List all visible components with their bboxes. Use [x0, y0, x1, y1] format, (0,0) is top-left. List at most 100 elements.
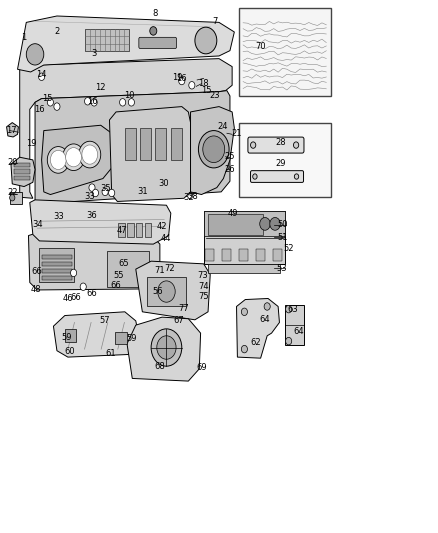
Text: 59: 59: [126, 335, 137, 343]
Circle shape: [66, 148, 81, 167]
Text: 24: 24: [217, 122, 228, 131]
Circle shape: [50, 150, 66, 169]
Text: 66: 66: [31, 268, 42, 276]
Bar: [205, 249, 214, 261]
Text: 44: 44: [160, 234, 171, 243]
Text: 66: 66: [70, 293, 81, 302]
Text: 19: 19: [26, 140, 37, 148]
Bar: [204, 211, 285, 264]
Text: 74: 74: [199, 282, 209, 291]
Circle shape: [128, 99, 134, 106]
Text: 61: 61: [105, 349, 116, 358]
Bar: [239, 8, 331, 96]
Circle shape: [294, 174, 299, 179]
Bar: [136, 223, 142, 237]
Bar: [118, 223, 125, 237]
Circle shape: [82, 145, 98, 164]
Circle shape: [157, 336, 176, 359]
Bar: [256, 249, 265, 261]
Polygon shape: [53, 312, 139, 357]
Text: 29: 29: [275, 159, 286, 167]
Text: 60: 60: [64, 348, 74, 356]
Bar: [273, 249, 282, 261]
Bar: [222, 249, 231, 261]
Text: 69: 69: [196, 364, 207, 372]
Text: 73: 73: [198, 271, 208, 280]
Bar: [107, 251, 149, 287]
Text: 18: 18: [198, 79, 209, 88]
Text: 48: 48: [31, 286, 41, 294]
Bar: [285, 305, 304, 345]
Circle shape: [92, 189, 99, 197]
Text: 51: 51: [277, 233, 288, 241]
Bar: [42, 269, 72, 273]
Circle shape: [179, 77, 185, 85]
Bar: [115, 332, 127, 344]
Text: 1: 1: [21, 33, 27, 42]
Bar: [125, 128, 136, 160]
Circle shape: [79, 141, 101, 168]
Text: 64: 64: [260, 316, 270, 324]
Circle shape: [286, 305, 292, 313]
Bar: [239, 249, 248, 261]
Circle shape: [241, 308, 247, 316]
Circle shape: [71, 269, 77, 277]
Polygon shape: [110, 107, 191, 201]
Circle shape: [47, 147, 69, 173]
Circle shape: [39, 73, 45, 80]
Text: 16: 16: [177, 74, 187, 83]
Text: 14: 14: [36, 70, 47, 79]
Bar: [42, 276, 72, 280]
Bar: [10, 192, 22, 204]
Text: 19: 19: [172, 73, 183, 82]
Circle shape: [109, 189, 115, 197]
Bar: [208, 264, 280, 273]
Circle shape: [251, 142, 256, 148]
Text: 31: 31: [137, 188, 148, 196]
Polygon shape: [7, 123, 18, 137]
Text: 15: 15: [42, 94, 53, 103]
Text: 55: 55: [113, 271, 124, 279]
Polygon shape: [30, 200, 171, 244]
Circle shape: [91, 99, 97, 106]
Circle shape: [270, 217, 280, 230]
Text: 30: 30: [158, 180, 169, 188]
Circle shape: [26, 44, 44, 65]
Text: 32: 32: [183, 193, 194, 201]
Text: 47: 47: [117, 226, 127, 235]
Circle shape: [264, 303, 270, 310]
Circle shape: [54, 103, 60, 110]
Text: 33: 33: [54, 212, 64, 221]
Bar: [14, 169, 30, 174]
Circle shape: [80, 283, 86, 290]
Circle shape: [89, 184, 95, 191]
Text: 21: 21: [231, 129, 242, 138]
Text: 66: 66: [111, 281, 121, 289]
Text: 66: 66: [87, 289, 97, 297]
Text: 62: 62: [250, 338, 261, 347]
Circle shape: [198, 131, 229, 168]
Bar: [39, 248, 74, 282]
Text: 63: 63: [287, 305, 298, 313]
Polygon shape: [35, 91, 230, 204]
Polygon shape: [136, 261, 210, 320]
Bar: [145, 223, 151, 237]
Bar: [171, 128, 182, 160]
Bar: [127, 223, 134, 237]
Bar: [14, 163, 30, 167]
Bar: [85, 29, 129, 51]
Polygon shape: [18, 16, 234, 72]
Text: 26: 26: [225, 165, 235, 174]
Bar: [239, 123, 331, 197]
Circle shape: [120, 99, 126, 106]
Text: 52: 52: [284, 244, 294, 253]
Bar: [208, 214, 263, 235]
Text: 64: 64: [293, 327, 304, 336]
Text: 46: 46: [63, 294, 73, 303]
Text: 25: 25: [225, 152, 235, 161]
Text: 10: 10: [124, 92, 134, 100]
Circle shape: [189, 82, 195, 89]
Text: 17: 17: [6, 126, 16, 135]
Text: 35: 35: [100, 184, 110, 192]
Text: 77: 77: [179, 304, 189, 312]
